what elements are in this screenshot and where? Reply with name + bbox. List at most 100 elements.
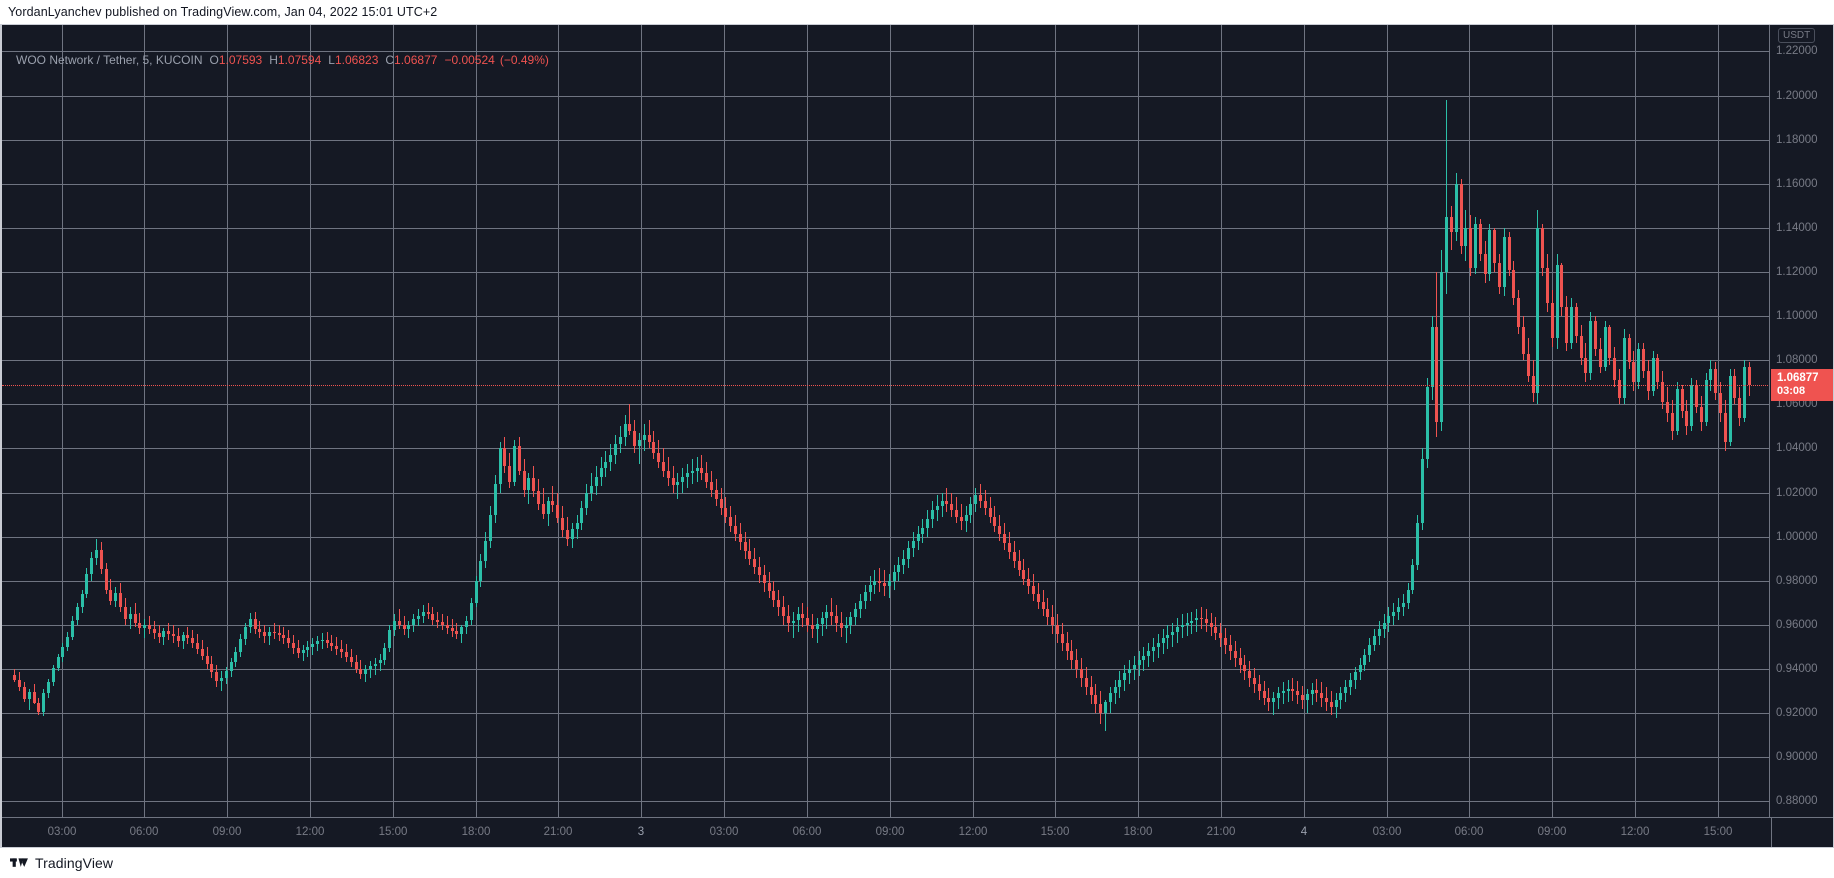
legend-open-tag: O [209, 53, 219, 67]
tradingview-logo-icon [10, 854, 29, 872]
time-tick: 4 [1300, 826, 1308, 838]
price-tick: 1.20000 [1776, 89, 1818, 102]
price-tick: 1.12000 [1776, 266, 1818, 279]
legend-high: H1.07594 [269, 53, 321, 67]
time-tick: 06:00 [792, 826, 822, 838]
chart-legend[interactable]: WOO Network / Tether, 5, KUCOIN O1.07593… [16, 53, 549, 67]
time-tick: 15:00 [1703, 826, 1733, 838]
time-tick: 06:00 [129, 826, 159, 838]
price-scale[interactable]: USDT 1.22000 1.20000 1.18000 1.16000 1.14000… [1769, 25, 1833, 819]
legend-low-value: 1.06823 [334, 53, 379, 67]
price-tick: 1.22000 [1776, 45, 1818, 58]
time-tick: 06:00 [1454, 826, 1484, 838]
time-tick: 12:00 [958, 826, 988, 838]
currency-badge[interactable]: USDT [1778, 28, 1816, 43]
gridline-horizontal [2, 316, 1770, 318]
price-tick: 1.06000 [1776, 398, 1818, 411]
gridline-vertical [1635, 25, 1636, 819]
gridline-vertical [1138, 25, 1139, 819]
gridline-vertical [476, 25, 477, 819]
gridline-vertical [62, 25, 63, 819]
gridline-vertical [144, 25, 145, 819]
bar-countdown: 03:08 [1777, 385, 1806, 397]
time-tick: 12:00 [1620, 826, 1650, 838]
gridline-vertical [807, 25, 808, 819]
chart-plot-area[interactable] [2, 25, 1770, 819]
price-tick: 1.14000 [1776, 221, 1818, 234]
time-tick: 03:00 [1372, 826, 1402, 838]
candlestick-series [2, 25, 1770, 819]
legend-open-value: 1.07593 [218, 53, 263, 67]
price-tick: 1.08000 [1776, 354, 1818, 367]
price-tick: 1.04000 [1776, 442, 1818, 455]
gridline-horizontal [2, 360, 1770, 362]
time-scale[interactable]: 03:00 06:00 09:00 12:00 15:00 18:00 21:00 3 03:0… [2, 817, 1833, 847]
gridline-vertical [558, 25, 559, 819]
legend-high-value: 1.07594 [277, 53, 322, 67]
time-tick: 09:00 [875, 826, 905, 838]
legend-high-tag: H [269, 53, 278, 67]
legend-close-value: 1.06877 [394, 53, 438, 67]
legend-change-percent: (−0.49%) [499, 53, 549, 67]
time-tick: 12:00 [295, 826, 325, 838]
gridline-vertical [1552, 25, 1553, 819]
time-tick: 21:00 [1206, 826, 1236, 838]
gridline-vertical [393, 25, 394, 819]
gridline-vertical [973, 25, 974, 819]
price-tick: 0.94000 [1776, 663, 1818, 676]
legend-low: L1.06823 [328, 53, 378, 67]
price-tick: 1.02000 [1776, 486, 1818, 499]
time-tick: 18:00 [461, 826, 491, 838]
gridline-horizontal [2, 95, 1770, 97]
time-tick: 09:00 [1537, 826, 1567, 838]
price-tick: 1.18000 [1776, 133, 1818, 146]
gridline-horizontal [2, 669, 1770, 671]
chart-container[interactable]: WOO Network / Tether, 5, KUCOIN O1.07593… [0, 24, 1834, 848]
current-price-badge: 1.06877 03:08 [1771, 369, 1833, 401]
time-tick: 21:00 [543, 826, 573, 838]
price-tick: 0.92000 [1776, 707, 1818, 720]
current-price-line [2, 385, 1770, 386]
gridline-vertical [724, 25, 725, 819]
gridline-horizontal [2, 757, 1770, 759]
price-tick: 0.88000 [1776, 795, 1818, 808]
gridline-horizontal [2, 713, 1770, 715]
gridline-horizontal [2, 227, 1770, 229]
time-tick: 03:00 [47, 826, 77, 838]
price-tick: 1.10000 [1776, 310, 1818, 323]
legend-open: O1.07593 [210, 53, 263, 67]
time-tick: 09:00 [212, 826, 242, 838]
gridline-vertical [227, 25, 228, 819]
legend-low-tag: L [328, 53, 335, 67]
current-price-value: 1.06877 [1777, 372, 1819, 384]
gridline-vertical [1304, 25, 1305, 819]
price-tick: 0.90000 [1776, 751, 1818, 764]
gridline-horizontal [2, 801, 1770, 803]
gridline-horizontal [2, 183, 1770, 185]
price-tick: 1.16000 [1776, 177, 1818, 190]
time-tick: 03:00 [709, 826, 739, 838]
gridline-horizontal [2, 51, 1770, 53]
legend-close-tag: C [385, 53, 395, 67]
legend-close: C1.06877 [385, 53, 437, 67]
timescale-divider [1771, 818, 1772, 847]
footer-bar: TradingView [0, 848, 1834, 878]
gridline-vertical [1469, 25, 1470, 819]
gridline-horizontal [2, 536, 1770, 538]
price-tick: 1.00000 [1776, 530, 1818, 543]
time-tick: 15:00 [378, 826, 408, 838]
legend-symbol[interactable]: WOO Network / Tether, 5, KUCOIN [16, 53, 203, 67]
attribution-bar: YordanLyanchev published on TradingView.… [0, 0, 1834, 24]
gridline-vertical [890, 25, 891, 819]
time-tick: 15:00 [1040, 826, 1070, 838]
tradingview-logo-text: TradingView [35, 855, 114, 871]
gridline-vertical [310, 25, 311, 819]
gridline-horizontal [2, 492, 1770, 494]
gridline-horizontal [2, 448, 1770, 450]
gridline-horizontal [2, 272, 1770, 274]
gridline-horizontal [2, 139, 1770, 141]
attribution-text: YordanLyanchev published on TradingView.… [8, 5, 438, 19]
gridline-vertical [1387, 25, 1388, 819]
gridline-vertical [1221, 25, 1222, 819]
price-tick: 0.98000 [1776, 574, 1818, 587]
